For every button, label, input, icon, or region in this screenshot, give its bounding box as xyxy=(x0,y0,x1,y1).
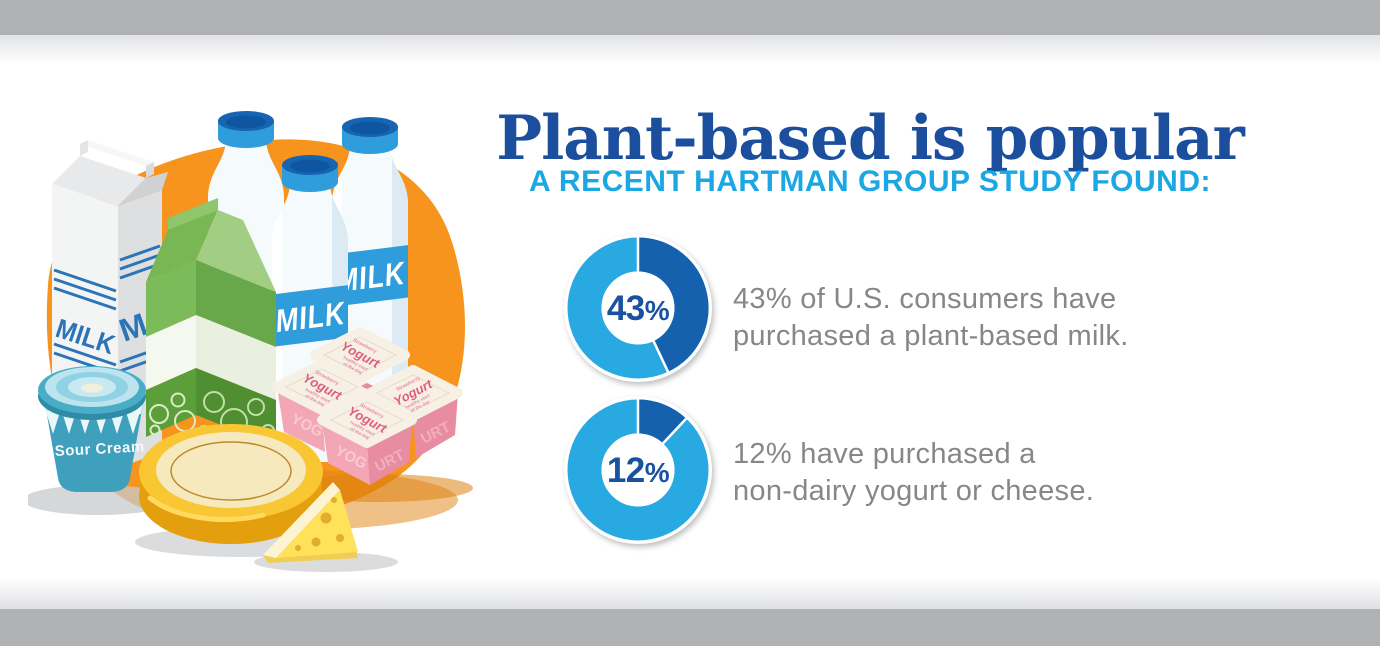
donut-center-label: 12% xyxy=(607,451,670,490)
stat-line: non-dairy yogurt or cheese. xyxy=(733,475,1095,507)
cheese-wedge xyxy=(263,482,358,563)
stat-plant-milk: 43% of U.S. consumers have purchased a p… xyxy=(733,281,1213,355)
sour-cream-label: Sour Cream xyxy=(54,438,145,460)
top-gray-bar xyxy=(0,0,1380,35)
donut-chart-nondairy-yogurt-cheese: 12% xyxy=(564,396,712,544)
dairy-products-illustration: MILK MILK xyxy=(28,111,473,572)
yogurt-cup-body xyxy=(367,420,412,485)
sour-cream-tub: Sour Cream xyxy=(38,366,146,492)
donut-chart-plant-milk: 43% xyxy=(564,234,712,382)
milk-bottle-label: MILK xyxy=(273,295,348,339)
stat-nondairy-yogurt-cheese: 12% have purchased a non-dairy yogurt or… xyxy=(733,436,1213,510)
milk-label-band: MILK xyxy=(272,284,348,348)
segment-separator xyxy=(661,415,689,446)
yogurt-cup-body xyxy=(413,393,458,458)
donut-value-arc xyxy=(637,237,709,372)
cheese-wheel xyxy=(139,424,323,544)
page-title: Plant-based is popular xyxy=(496,102,1245,174)
stat-line: 12% have purchased a xyxy=(733,438,1036,470)
donut-center xyxy=(601,433,675,507)
yogurt-cup-body xyxy=(322,420,370,485)
cheese-holes xyxy=(295,497,344,551)
yogurt-four-pack: Strawberry Yogurt healthy start of the d… xyxy=(272,327,463,485)
stat-line: purchased a plant-based milk. xyxy=(733,320,1129,352)
bottom-bar-shadow xyxy=(0,579,1380,609)
yogurt-lid: Strawberry Yogurt healthy start of the d… xyxy=(317,392,417,448)
milk-bottle-left xyxy=(208,111,284,340)
donut-center-label: 43% xyxy=(607,289,670,328)
bottom-gray-bar xyxy=(0,609,1380,646)
page-subtitle: A RECENT HARTMAN GROUP STUDY FOUND: xyxy=(529,165,1211,198)
donut-value-arc xyxy=(637,399,687,444)
stat-line: 43% of U.S. consumers have xyxy=(733,283,1117,315)
top-bar-shadow xyxy=(0,35,1380,65)
donut-center xyxy=(601,271,675,345)
segment-separator xyxy=(651,339,671,375)
yogurt-cup-body xyxy=(277,387,325,452)
